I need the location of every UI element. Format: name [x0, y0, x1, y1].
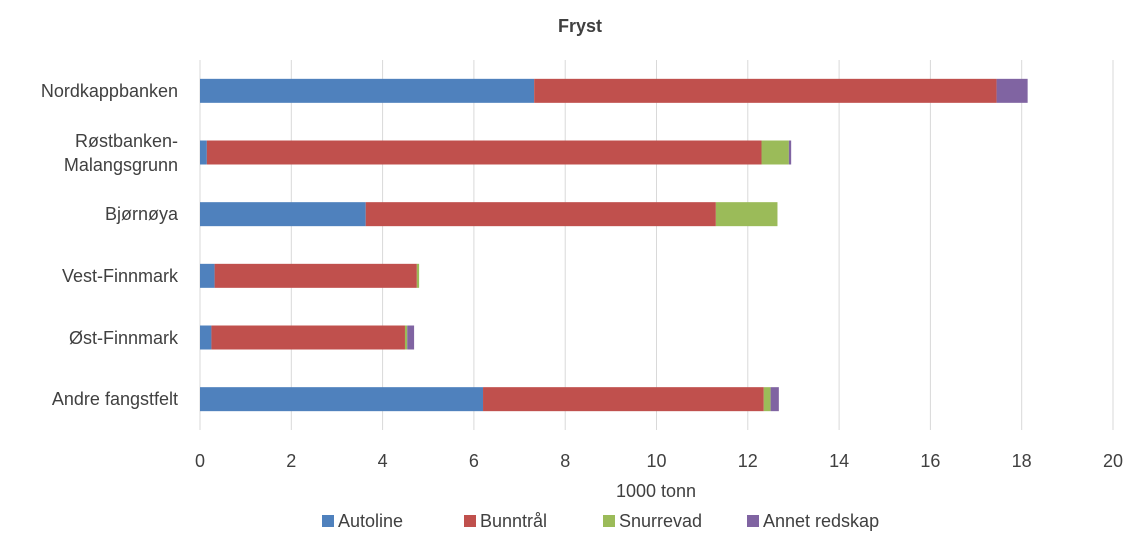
- legend-label: Annet redskap: [763, 511, 879, 531]
- y-tick-label: Bjørnøya: [104, 204, 178, 225]
- bar-segment: [407, 325, 415, 350]
- bar-segment: [416, 263, 420, 288]
- y-tick-label: Vest-Finnmark: [61, 265, 178, 286]
- legend-swatch: [322, 515, 334, 527]
- bar-segment: [534, 78, 997, 103]
- y-tick-label: Øst-Finnmark: [68, 327, 178, 348]
- x-tick-label: 20: [1103, 451, 1123, 471]
- x-tick-label: 4: [378, 451, 388, 471]
- bar-segment: [763, 387, 771, 412]
- x-tick-label: 16: [920, 451, 940, 471]
- bar-segment: [200, 263, 215, 288]
- legend-swatch: [603, 515, 615, 527]
- x-tick-label: 14: [829, 451, 849, 471]
- x-tick-label: 18: [1012, 451, 1032, 471]
- legend-label: Snurrevad: [619, 511, 702, 531]
- bar-segment: [483, 387, 764, 412]
- bar-segment: [200, 325, 212, 350]
- bar-segment: [206, 140, 762, 165]
- bar-segment: [770, 387, 779, 412]
- bar-segment: [200, 202, 366, 227]
- bar-segment: [788, 140, 792, 165]
- legend-swatch: [464, 515, 476, 527]
- bar-segment: [996, 78, 1028, 103]
- bar-segment: [200, 387, 484, 412]
- bar-segment: [404, 325, 408, 350]
- x-tick-label: 12: [738, 451, 758, 471]
- x-tick-label: 8: [560, 451, 570, 471]
- bar-segment: [214, 263, 417, 288]
- x-axis-label: 1000 tonn: [616, 481, 696, 501]
- chart-title: Fryst: [558, 16, 602, 36]
- bar-segment: [365, 202, 716, 227]
- bar-segment: [211, 325, 405, 350]
- legend-swatch: [747, 515, 759, 527]
- x-tick-label: 2: [286, 451, 296, 471]
- y-tick-label: Andre fangstfelt: [51, 389, 178, 410]
- x-tick-label: 0: [195, 451, 205, 471]
- bar-segment: [761, 140, 789, 165]
- y-tick-label: Røstbanken-Malangsgrunn: [63, 130, 178, 175]
- bar-segment: [200, 140, 207, 165]
- y-tick-label: Nordkappbanken: [40, 80, 178, 101]
- legend-label: Autoline: [338, 511, 403, 531]
- bar-segment: [200, 78, 535, 103]
- legend-label: Bunntrål: [480, 511, 547, 531]
- x-tick-label: 10: [646, 451, 666, 471]
- bar-segment: [715, 202, 778, 227]
- x-tick-label: 6: [469, 451, 479, 471]
